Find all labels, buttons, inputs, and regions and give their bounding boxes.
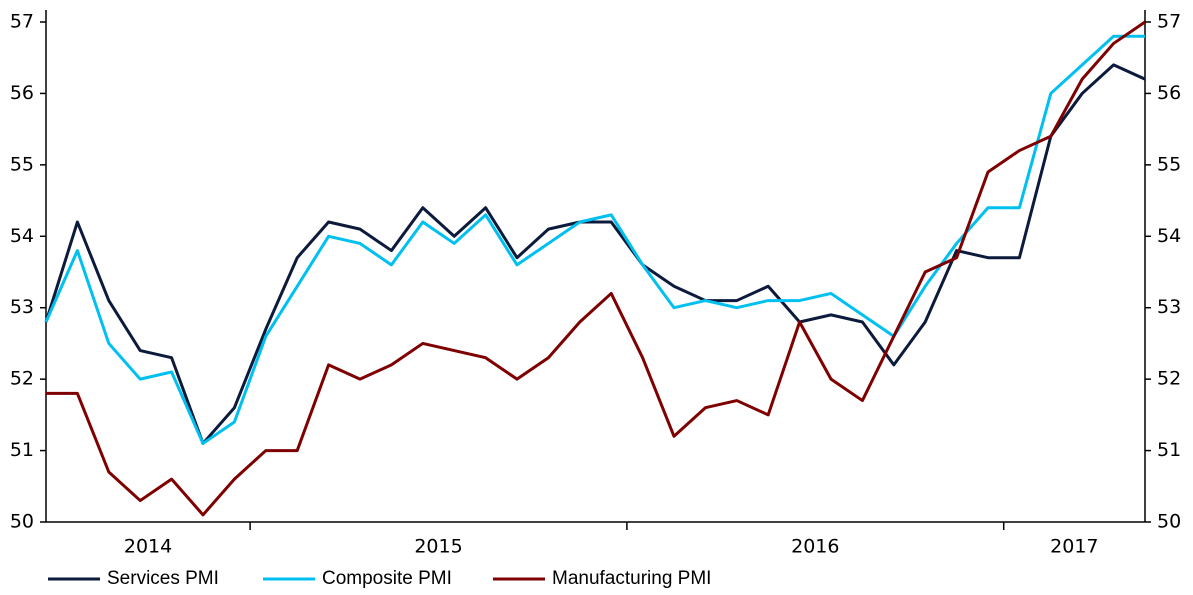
y2-tick-label: 51 bbox=[1157, 439, 1181, 461]
y-tick-label: 54 bbox=[10, 225, 34, 247]
y2-tick-label: 53 bbox=[1157, 296, 1181, 318]
y2-tick-label: 56 bbox=[1157, 82, 1181, 104]
series-line bbox=[46, 20, 1146, 517]
y-tick-label: 56 bbox=[10, 82, 34, 104]
series-line bbox=[44, 34, 1145, 445]
series-line bbox=[44, 63, 1146, 445]
x-group-label: 2017 bbox=[1050, 536, 1098, 558]
legend-label: Manufacturing PMI bbox=[552, 568, 711, 589]
y-tick-label: 57 bbox=[10, 11, 34, 33]
y2-tick-label: 55 bbox=[1157, 153, 1181, 175]
y-tick-label: 52 bbox=[10, 368, 34, 390]
x-group-label: 2014 bbox=[124, 536, 172, 558]
y-tick-label: 53 bbox=[10, 296, 34, 318]
legend-label: Composite PMI bbox=[322, 568, 452, 589]
y-tick-label: 55 bbox=[10, 153, 34, 175]
legend-label: Services PMI bbox=[107, 568, 219, 589]
y-tick-label: 50 bbox=[10, 511, 34, 533]
y-tick-label: 51 bbox=[10, 439, 34, 461]
x-group-label: 2016 bbox=[791, 536, 839, 558]
y2-tick-label: 57 bbox=[1157, 11, 1181, 33]
y2-tick-label: 50 bbox=[1157, 511, 1181, 533]
y2-tick-label: 52 bbox=[1157, 368, 1181, 390]
x-group-label: 2015 bbox=[414, 536, 462, 558]
y2-tick-label: 54 bbox=[1157, 225, 1181, 247]
